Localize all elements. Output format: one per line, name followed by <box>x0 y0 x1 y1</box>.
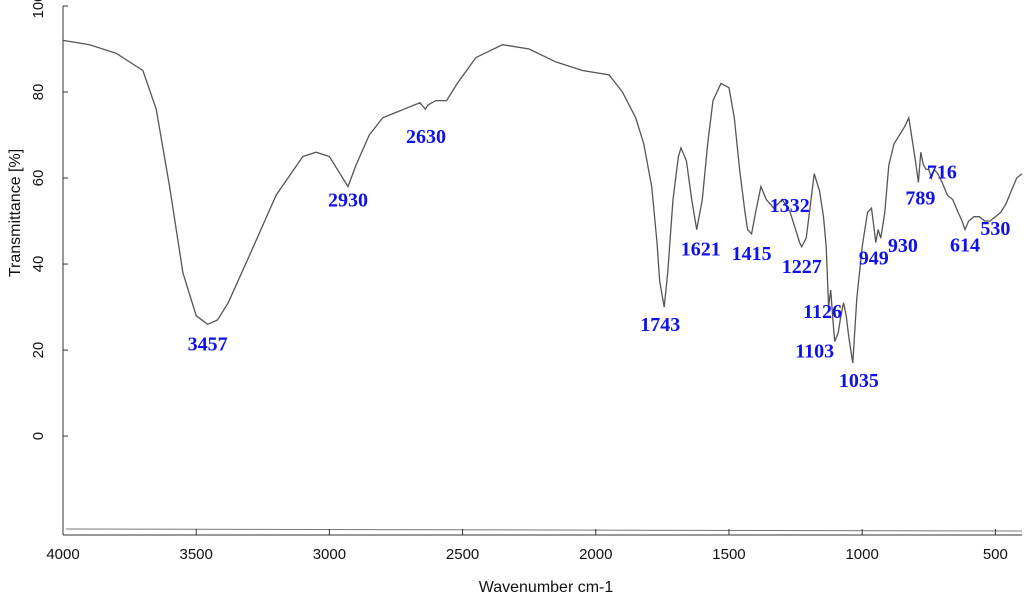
x-tick-label: 4000 <box>46 546 79 563</box>
x-tick-label: 1000 <box>845 546 878 563</box>
x-tick-label: 500 <box>983 546 1008 563</box>
peak-label: 1035 <box>839 370 879 392</box>
peak-label: 1621 <box>681 239 721 261</box>
y-axis-ticks: 0 20 40 60 80 100 <box>30 0 68 440</box>
y-axis-title: Transmittance [%] <box>7 149 24 277</box>
peak-label: 2630 <box>406 126 446 148</box>
peak-labels: 3457 2930 2630 1743 1621 1415 1332 1227 1126 1103… <box>188 126 1011 392</box>
x-tick-label: 2500 <box>446 546 479 563</box>
y-tick-label: 0 <box>30 432 47 440</box>
peak-label: 2930 <box>328 190 368 212</box>
y-tick-label: 40 <box>30 256 47 273</box>
x-tick-label: 1500 <box>712 546 745 563</box>
peak-label: 1227 <box>782 256 822 278</box>
peak-label: 1415 <box>732 243 772 265</box>
y-tick-label: 20 <box>30 342 47 359</box>
x-tick-label: 3000 <box>313 546 346 563</box>
peak-label: 1332 <box>770 195 810 217</box>
peak-label: 930 <box>888 235 918 257</box>
x-tick-label: 2000 <box>579 546 612 563</box>
plot-frame <box>62 6 1023 536</box>
peak-label: 949 <box>859 248 889 270</box>
peak-label: 1743 <box>640 314 680 336</box>
x-axis-ticks: 4000 3500 3000 2500 2000 1500 1000 500 <box>46 529 1008 563</box>
y-tick-label: 60 <box>30 170 47 187</box>
y-tick-label: 80 <box>30 84 47 101</box>
peak-label: 3457 <box>188 333 228 355</box>
spectrum-line <box>62 39 1023 364</box>
y-tick-label: 100 <box>30 0 47 19</box>
peak-label: 614 <box>950 235 980 257</box>
baseline-trace <box>65 528 1023 532</box>
peak-label: 716 <box>927 162 957 184</box>
peak-label: 530 <box>980 218 1010 240</box>
peak-label: 1126 <box>803 301 842 323</box>
peak-label: 1103 <box>795 340 834 362</box>
x-axis-title: Wavenumber cm-1 <box>479 579 614 596</box>
x-tick-label: 3500 <box>180 546 213 563</box>
peak-label: 789 <box>905 187 935 209</box>
